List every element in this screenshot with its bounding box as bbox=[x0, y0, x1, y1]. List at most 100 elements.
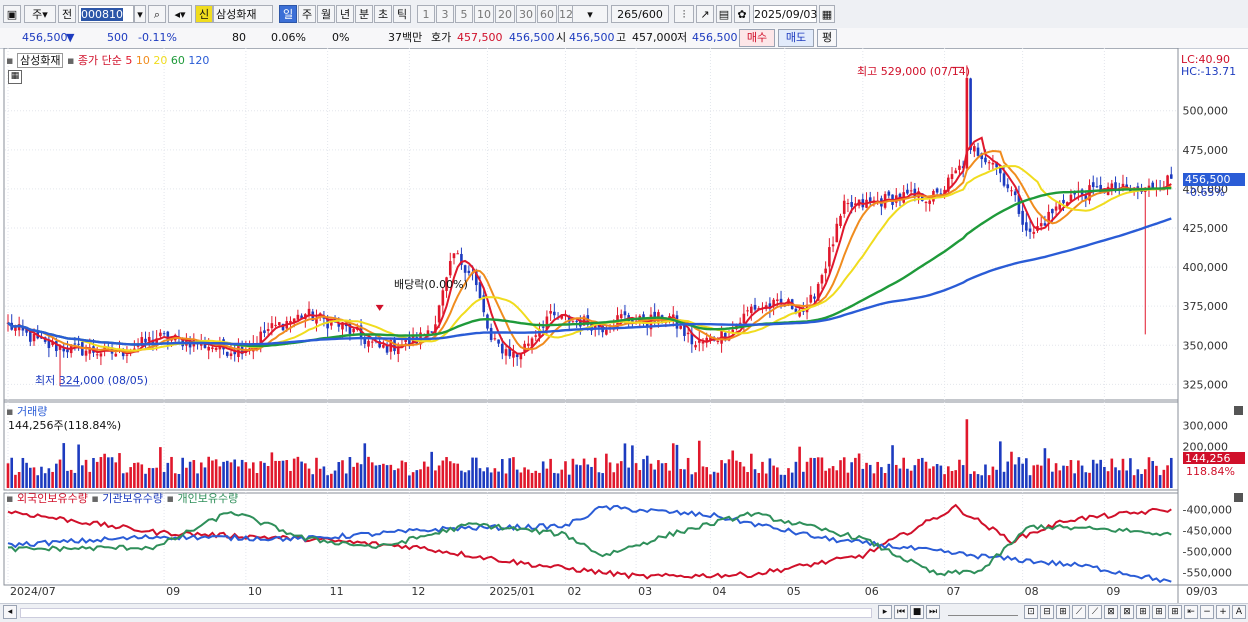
candle-body bbox=[705, 337, 709, 342]
buy-button[interactable]: 매수 bbox=[739, 29, 775, 47]
volume-bar bbox=[203, 467, 207, 488]
calendar-icon[interactable]: ▦ bbox=[819, 5, 835, 23]
volume-bar bbox=[28, 467, 32, 488]
volume-bar bbox=[720, 460, 723, 488]
candle-body bbox=[330, 320, 333, 326]
tool2-icon[interactable]: ⟋ bbox=[1088, 605, 1102, 619]
grid-icon[interactable]: ▣ bbox=[3, 5, 21, 23]
interval-dropdown[interactable]: ▾ bbox=[572, 5, 608, 23]
candle-body bbox=[571, 320, 575, 322]
volume-bar bbox=[211, 460, 214, 488]
period-4-button[interactable]: 분 bbox=[355, 5, 373, 23]
fast-forward-icon[interactable]: ⏭ bbox=[926, 605, 940, 619]
scroll-track[interactable] bbox=[20, 608, 872, 618]
layout2-icon[interactable]: ⊟ bbox=[1040, 605, 1054, 619]
price-tick-label: 400,000 bbox=[1183, 261, 1229, 274]
holdings-panel-header: ▪ 외국인보유수량 ▪ 기관보유수량 ▪ 개인보유수량 bbox=[6, 492, 239, 505]
tool7-icon[interactable]: ⊞ bbox=[1168, 605, 1182, 619]
volume-bar bbox=[162, 472, 166, 488]
chart-canvas[interactable]: 500,000 475,000 450,000 425,000 400,000 375,0… bbox=[0, 47, 1248, 603]
volume-bar bbox=[437, 465, 441, 488]
close-volume-panel-icon[interactable] bbox=[1234, 406, 1243, 415]
holdings-series-0 bbox=[7, 503, 1172, 580]
x-tick-label: 02 bbox=[567, 585, 581, 598]
interval-1-button[interactable]: 1 bbox=[417, 5, 435, 23]
candle-icon[interactable]: ⫶ bbox=[674, 5, 694, 23]
zoom-in-icon[interactable]: + bbox=[1216, 605, 1230, 619]
interval-5-button[interactable]: 5 bbox=[455, 5, 473, 23]
tool6-icon[interactable]: ⊞ bbox=[1152, 605, 1166, 619]
volume-bar bbox=[709, 474, 712, 488]
volume-bar bbox=[393, 470, 396, 488]
dropdown-icon[interactable]: ▾ bbox=[134, 5, 146, 23]
mode2-button[interactable]: 전 bbox=[58, 5, 76, 23]
volume-bar bbox=[281, 460, 285, 488]
volume-bar bbox=[1143, 469, 1147, 488]
interval-10-button[interactable]: 10 bbox=[474, 5, 494, 23]
scroll-right-icon[interactable]: ▸ bbox=[878, 605, 892, 619]
candle-body bbox=[463, 265, 467, 273]
period-2-button[interactable]: 월 bbox=[317, 5, 335, 23]
tool3-icon[interactable]: ⊠ bbox=[1104, 605, 1118, 619]
volume-bar bbox=[865, 462, 868, 488]
volume-bar bbox=[1025, 458, 1028, 488]
tool1-icon[interactable]: ⟋ bbox=[1072, 605, 1086, 619]
period-0-button[interactable]: 일 bbox=[279, 5, 297, 23]
flat-button[interactable]: 평 bbox=[817, 29, 837, 47]
bottom-scrollbar[interactable]: ◂ ▸ ⏮ ■ ⏭ ⊡ ⊟ ⊞ ⟋ ⟋ ⊠ ⊠ ⊞ ⊞ ⊞ ⇤ − + A bbox=[0, 603, 1248, 622]
volume-bar bbox=[110, 457, 114, 488]
scroll-left-icon[interactable]: ◂ bbox=[3, 605, 17, 619]
font-size-icon[interactable]: A bbox=[1232, 605, 1246, 619]
candle-body bbox=[32, 333, 36, 342]
stock-name-field[interactable]: 삼성화재 bbox=[213, 5, 273, 23]
volume-bar bbox=[62, 443, 66, 488]
layout1-icon[interactable]: ⊡ bbox=[1024, 605, 1038, 619]
candle-body bbox=[207, 346, 210, 351]
speed-slider[interactable] bbox=[948, 609, 1018, 616]
volume-bar bbox=[344, 473, 348, 488]
volume-bar bbox=[95, 461, 99, 488]
zoom-slider-icon[interactable]: ⇤ bbox=[1184, 605, 1198, 619]
volume-bar bbox=[144, 473, 147, 488]
layout3-icon[interactable]: ⊞ bbox=[1056, 605, 1070, 619]
volume-bar bbox=[727, 459, 731, 488]
settings-icon[interactable]: ✿ bbox=[734, 5, 750, 23]
volume-bar bbox=[140, 464, 144, 488]
grid-toggle-icon[interactable]: ▦ bbox=[8, 70, 22, 84]
sell-button[interactable]: 매도 bbox=[778, 29, 814, 47]
chart-area[interactable]: 500,000 475,000 450,000 425,000 400,000 375,0… bbox=[0, 47, 1248, 603]
candle-body bbox=[976, 147, 980, 156]
stock-code-input[interactable]: 000810 bbox=[78, 5, 134, 23]
save-icon[interactable]: ▤ bbox=[716, 5, 732, 23]
zoom-out-icon[interactable]: − bbox=[1200, 605, 1214, 619]
stop-icon[interactable]: ■ bbox=[910, 605, 924, 619]
period-5-button[interactable]: 초 bbox=[374, 5, 392, 23]
volume-bar bbox=[177, 473, 181, 488]
interval-30-button[interactable]: 30 bbox=[516, 5, 536, 23]
holdings-tick-label: -450,000 bbox=[1183, 524, 1232, 537]
candle-body bbox=[1051, 209, 1054, 214]
draw-icon[interactable]: ↗ bbox=[696, 5, 714, 23]
volume-bar bbox=[1051, 471, 1054, 488]
volume-bar bbox=[601, 473, 604, 488]
period-6-button[interactable]: 틱 bbox=[393, 5, 411, 23]
candle-body bbox=[776, 299, 779, 301]
candle-body bbox=[1006, 184, 1010, 189]
rewind-icon[interactable]: ⏮ bbox=[894, 605, 908, 619]
close-holdings-panel-icon[interactable] bbox=[1234, 493, 1243, 502]
candle-body bbox=[404, 338, 407, 342]
speaker-icon[interactable]: ◂▾ bbox=[168, 5, 192, 23]
volume-bar bbox=[497, 471, 500, 488]
search-icon[interactable]: ⌕ bbox=[148, 5, 166, 23]
date-field[interactable]: 2025/09/03 bbox=[753, 5, 817, 23]
tool5-icon[interactable]: ⊞ bbox=[1136, 605, 1150, 619]
count-field[interactable]: 265/600 bbox=[611, 5, 669, 23]
period-3-button[interactable]: 년 bbox=[336, 5, 354, 23]
interval-3-button[interactable]: 3 bbox=[436, 5, 454, 23]
volume-bar bbox=[1106, 471, 1110, 488]
interval-60-button[interactable]: 60 bbox=[537, 5, 557, 23]
interval-20-button[interactable]: 20 bbox=[495, 5, 515, 23]
mode-select[interactable]: 주▾ bbox=[24, 5, 56, 23]
period-1-button[interactable]: 주 bbox=[298, 5, 316, 23]
tool4-icon[interactable]: ⊠ bbox=[1120, 605, 1134, 619]
